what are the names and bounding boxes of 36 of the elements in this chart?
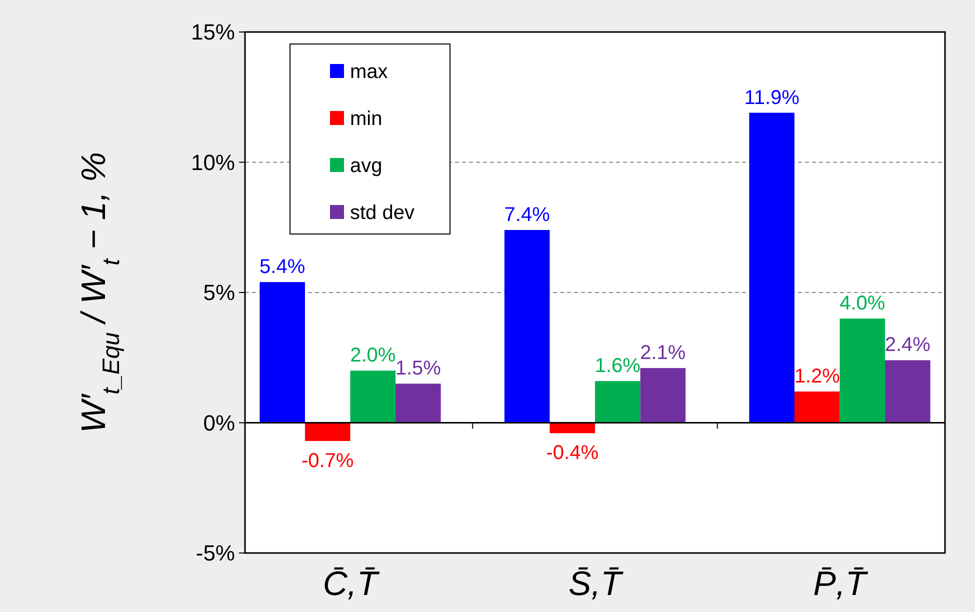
- bar: [550, 422, 595, 434]
- bar: [749, 112, 794, 423]
- data-label: 7.4%: [504, 204, 550, 226]
- bar: [794, 391, 840, 423]
- legend-label: max: [350, 61, 388, 83]
- legend-label: std dev: [350, 202, 414, 224]
- data-label: -0.7%: [301, 450, 354, 472]
- y-tick-label: -5%: [196, 540, 235, 566]
- data-label: 1.5%: [395, 358, 442, 380]
- bar: [640, 368, 686, 423]
- bar: [350, 370, 396, 423]
- bar: [504, 230, 550, 423]
- y-tick-label: 10%: [190, 150, 235, 175]
- data-label: 2.4%: [884, 334, 931, 356]
- bar: [396, 384, 441, 423]
- bar: [885, 360, 930, 423]
- legend-label: avg: [350, 155, 382, 177]
- data-label: 2.1%: [640, 342, 686, 364]
- x-tick-label: P̄,T̄: [813, 565, 868, 603]
- data-label: 1.2%: [794, 365, 840, 388]
- data-label: -0.4%: [546, 442, 599, 464]
- bar: [260, 282, 305, 423]
- y-tick-label: 5%: [203, 280, 235, 306]
- y-tick-label: 15%: [190, 20, 235, 45]
- bar: [595, 381, 640, 423]
- data-label: 4.0%: [840, 292, 886, 315]
- data-label: 11.9%: [744, 86, 800, 109]
- x-tick-label: S̄,T̄: [568, 565, 624, 603]
- data-label: 5.4%: [260, 256, 306, 278]
- data-label: 2.0%: [350, 344, 396, 367]
- legend-label: min: [350, 108, 382, 130]
- y-tick-label: 0%: [203, 410, 235, 436]
- bar: [304, 422, 350, 441]
- bar: [840, 318, 886, 423]
- x-tick-label: C̄,T̄: [322, 565, 380, 603]
- data-label: 1.6%: [594, 355, 641, 378]
